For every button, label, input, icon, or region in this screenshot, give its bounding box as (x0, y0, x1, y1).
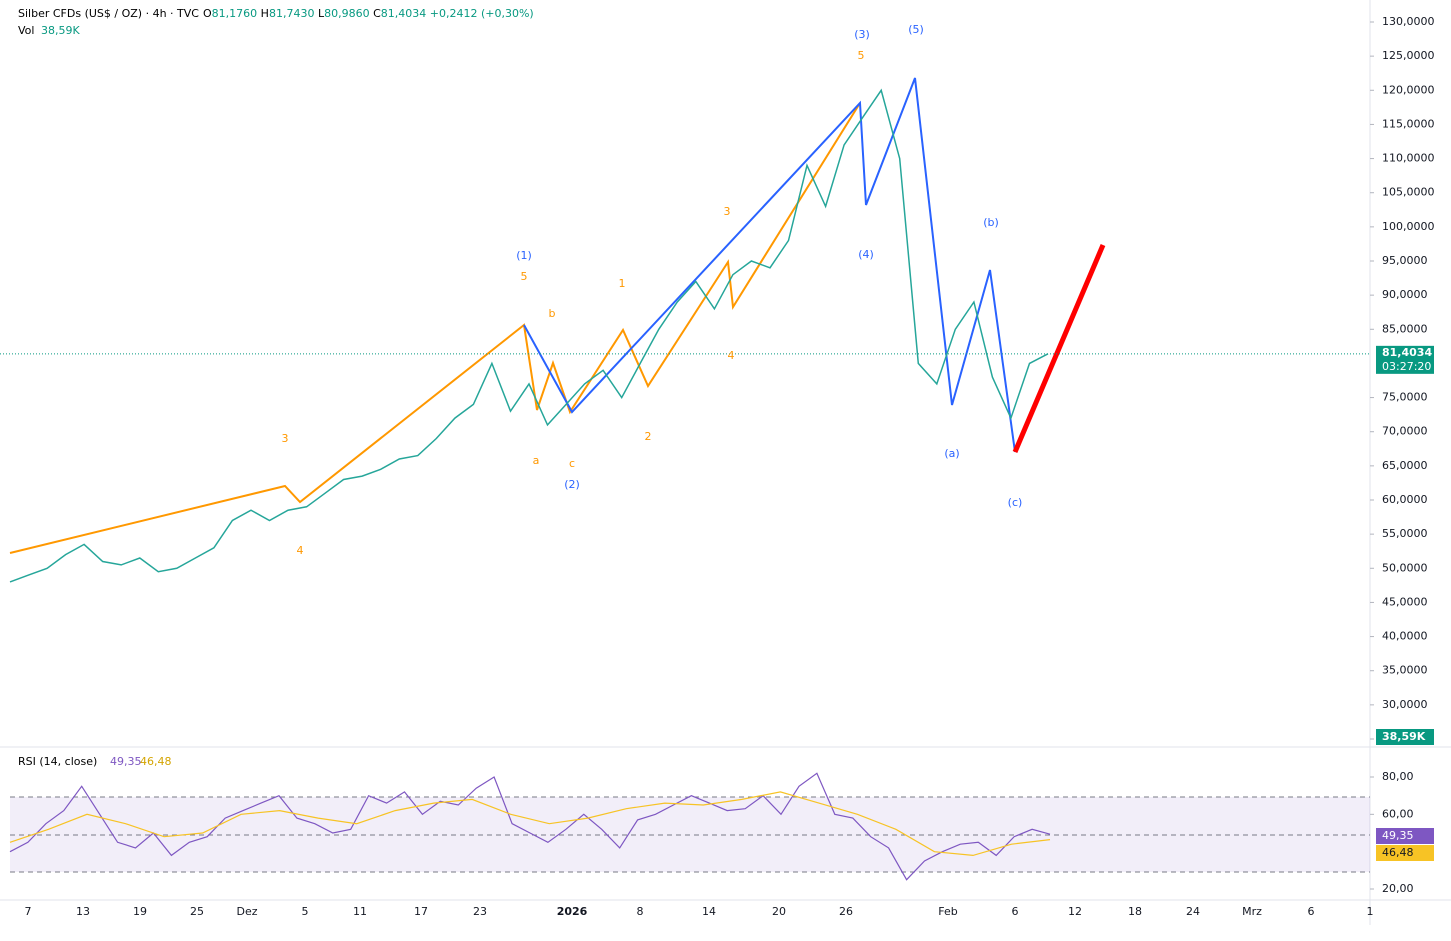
vol-label: Vol (18, 24, 34, 37)
rsi-tick-label: 20,00 (1382, 882, 1414, 895)
x-tick-label: 5 (302, 905, 309, 918)
x-tick-label: 2026 (557, 905, 588, 918)
x-tick-label: 19 (133, 905, 147, 918)
x-tick-label: 7 (25, 905, 32, 918)
x-tick-label: 11 (353, 905, 367, 918)
wave-label: (1) (516, 249, 532, 262)
y-tick-label: 110,0000 (1382, 152, 1435, 165)
wave-label: (4) (858, 248, 874, 261)
y-tick-label: 95,0000 (1382, 254, 1428, 267)
vol-badge (1376, 729, 1434, 745)
x-tick-label: Feb (938, 905, 957, 918)
c-label: C (373, 7, 381, 20)
wave-label: b (549, 307, 556, 320)
vol-badge-label: 38,59K (1382, 730, 1426, 743)
y-tick-label: 60,0000 (1382, 493, 1428, 506)
wave-label: (c) (1008, 496, 1023, 509)
y-tick-label: 30,0000 (1382, 698, 1428, 711)
wave-label: (3) (854, 28, 870, 41)
y-tick-label: 130,0000 (1382, 15, 1435, 28)
x-tick-label: 24 (1186, 905, 1200, 918)
y-tick-label: 125,0000 (1382, 49, 1435, 62)
x-tick-label: 6 (1308, 905, 1315, 918)
x-tick-label: Dez (236, 905, 257, 918)
rsi-ma-badge-label: 46,48 (1382, 846, 1414, 859)
wave-label: (2) (564, 478, 580, 491)
price-badge (1376, 345, 1434, 374)
y-tick-label: 100,0000 (1382, 220, 1435, 233)
projection-line (1012, 244, 1106, 453)
y-tick-label: 75,0000 (1382, 391, 1428, 404)
ohlc: O81,1760 H81,7430 L80,9860 C81,4034 +0,2… (203, 7, 534, 20)
h-label: H (261, 7, 269, 20)
y-tick-label: 35,0000 (1382, 664, 1428, 677)
x-tick-label: 13 (76, 905, 90, 918)
y-tick-label: 90,0000 (1382, 288, 1428, 301)
wave-label: 5 (521, 270, 528, 283)
wave-label: c (569, 457, 575, 470)
price-line (9, 88, 1049, 583)
x-tick-label: 8 (637, 905, 644, 918)
rsi-line (9, 772, 1051, 881)
x-tick-label: 1 (1367, 905, 1374, 918)
x-tick-label: 12 (1068, 905, 1082, 918)
vol-value: 38,59K (41, 24, 80, 37)
x-tick-label: Mrz (1242, 905, 1262, 918)
x-tick-label: 23 (473, 905, 487, 918)
y-tick-label: 50,0000 (1382, 561, 1428, 574)
x-tick-label: 26 (839, 905, 853, 918)
wave-label: 3 (282, 432, 289, 445)
change: +0,2412 (+0,30%) (430, 7, 534, 20)
wave-label: (a) (944, 447, 959, 460)
wave-label: 5 (858, 49, 865, 62)
wave-label: 3 (724, 205, 731, 218)
y-tick-label: 70,0000 (1382, 425, 1428, 438)
rsi-tick-label: 60,00 (1382, 807, 1414, 820)
wave-line-major (523, 77, 1016, 453)
x-tick-label: 14 (702, 905, 716, 918)
rsi-ma-value: 46,48 (140, 755, 172, 768)
x-tick-label: 20 (772, 905, 786, 918)
y-tick-label: 115,0000 (1382, 117, 1435, 130)
l: 80,9860 (324, 7, 370, 20)
y-tick-label: 105,0000 (1382, 186, 1435, 199)
rsi-value: 49,35 (110, 755, 142, 768)
x-tick-label: 17 (414, 905, 428, 918)
countdown: 03:27:20 (1382, 360, 1431, 373)
y-tick-label: 45,0000 (1382, 595, 1428, 608)
x-tick-label: 6 (1012, 905, 1019, 918)
rsi-ma-line (9, 791, 1051, 857)
h: 81,7430 (269, 7, 315, 20)
wave-label: (b) (983, 216, 999, 229)
c: 81,4034 (381, 7, 427, 20)
rsi-tick-label: 80,00 (1382, 770, 1414, 783)
wave-label: 4 (728, 349, 735, 362)
wave-label: a (533, 454, 540, 467)
wave-label: 1 (619, 277, 626, 290)
y-tick-label: 120,0000 (1382, 83, 1435, 96)
rsi-title: RSI (14, close) (18, 755, 97, 768)
rsi-badge (1376, 828, 1434, 844)
x-tick-label: 18 (1128, 905, 1142, 918)
symbol: Silber CFDs (US$ / OZ) · 4h · TVC (18, 7, 199, 20)
wave-label: 2 (645, 430, 652, 443)
o: 81,1760 (212, 7, 258, 20)
o-label: O (203, 7, 212, 20)
x-tick-label: 25 (190, 905, 204, 918)
y-tick-label: 55,0000 (1382, 527, 1428, 540)
y-tick-label: 40,0000 (1382, 630, 1428, 643)
y-tick-label: 65,0000 (1382, 459, 1428, 472)
l-label: L (318, 7, 325, 20)
rsi-ma-badge (1376, 845, 1434, 861)
wave-label: 4 (297, 544, 304, 557)
price-badge-label: 81,4034 (1382, 346, 1432, 359)
y-tick-label: 85,0000 (1382, 322, 1428, 335)
wave-line-minor (9, 102, 861, 554)
wave-label: (5) (908, 23, 924, 36)
rsi-badge-label: 49,35 (1382, 829, 1414, 842)
